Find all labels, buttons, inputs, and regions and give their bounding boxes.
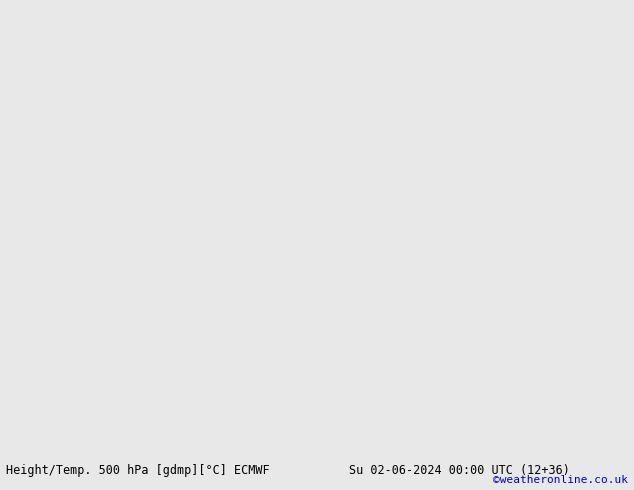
Text: Height/Temp. 500 hPa [gdmp][°C] ECMWF: Height/Temp. 500 hPa [gdmp][°C] ECMWF: [6, 464, 270, 477]
Text: ©weatheronline.co.uk: ©weatheronline.co.uk: [493, 475, 628, 485]
Text: Su 02-06-2024 00:00 UTC (12+36): Su 02-06-2024 00:00 UTC (12+36): [349, 464, 569, 477]
